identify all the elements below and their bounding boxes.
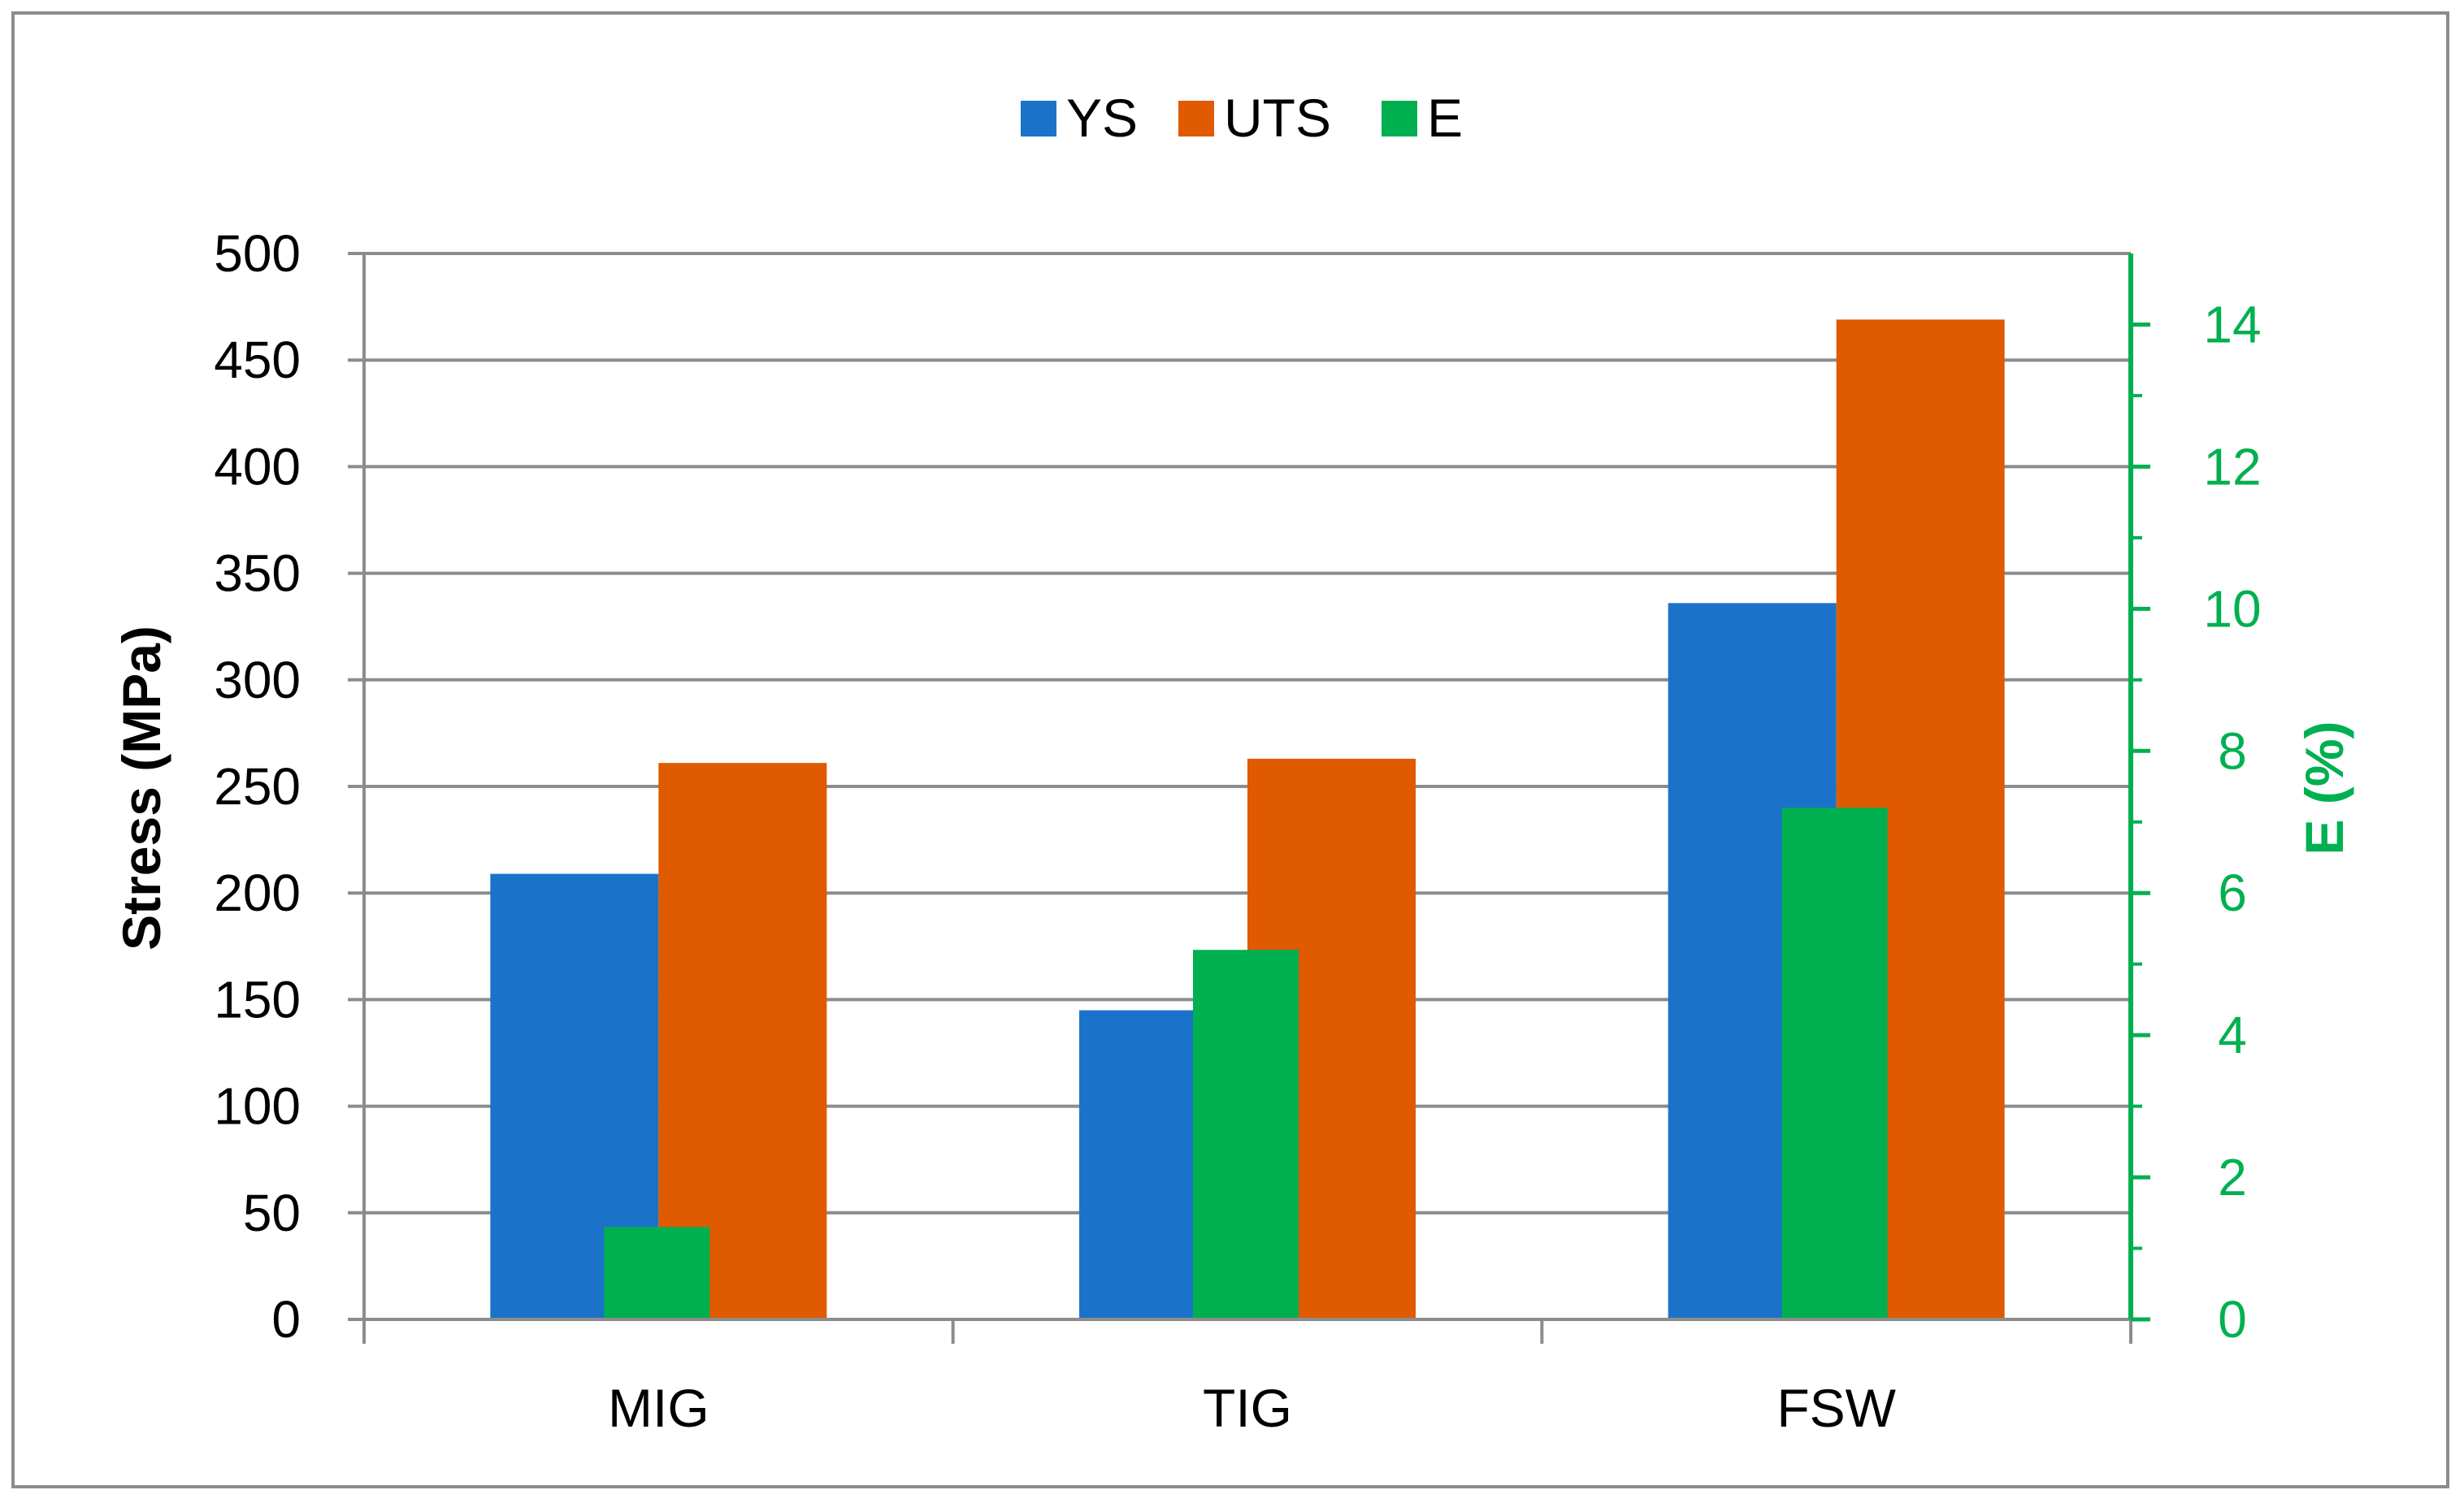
- y2-tick-label: 6: [2218, 864, 2247, 922]
- legend-label-e: E: [1427, 88, 1463, 148]
- legend-label-uts: UTS: [1224, 88, 1331, 148]
- y2-tick-label: 2: [2218, 1148, 2247, 1206]
- y-tick-label: 450: [214, 331, 301, 389]
- x-tick-label: FSW: [1776, 1378, 1896, 1438]
- y2-tick-label: 12: [2203, 437, 2261, 496]
- legend-swatch-ys: [1021, 101, 1056, 136]
- y-tick-label: 150: [214, 970, 301, 1029]
- x-tick-label: TIG: [1203, 1378, 1292, 1438]
- y-tick-label: 0: [271, 1290, 301, 1349]
- y2-tick-label: 14: [2203, 295, 2261, 353]
- labels: 0 50 100 150 200 250 300 350 400 450 500 MIG TIG FSW 0…: [214, 224, 2261, 1438]
- legend-label-ys: YS: [1066, 88, 1138, 148]
- y2-tick-label: 0: [2218, 1290, 2247, 1349]
- y-tick-label: 100: [214, 1077, 301, 1136]
- axes: [348, 252, 2150, 1344]
- bar-uts-mig: [658, 763, 827, 1319]
- legend-swatch-uts: [1178, 101, 1214, 136]
- bar-e-mig: [604, 1227, 710, 1319]
- y-axis-title: Stress (MPa): [111, 626, 171, 951]
- legend: YS UTS E: [1021, 88, 1463, 148]
- y-tick-label: 500: [214, 224, 301, 283]
- y2-tick-label: 8: [2218, 721, 2247, 780]
- bar-e-tig: [1193, 950, 1299, 1319]
- y2-axis-title: E (%): [2294, 721, 2354, 855]
- y2-tick-label: 4: [2218, 1006, 2247, 1064]
- x-tick-label: MIG: [608, 1378, 709, 1438]
- y-tick-label: 300: [214, 651, 301, 709]
- y2-tick-label: 10: [2203, 579, 2261, 638]
- y-tick-label: 250: [214, 757, 301, 816]
- y-tick-label: 350: [214, 544, 301, 603]
- y-tick-label: 400: [214, 437, 301, 496]
- bar-e-fsw: [1781, 808, 1888, 1319]
- legend-swatch-e: [1382, 101, 1417, 136]
- bars: [490, 319, 2005, 1319]
- y-tick-label: 50: [243, 1184, 301, 1242]
- y-tick-label: 200: [214, 864, 301, 922]
